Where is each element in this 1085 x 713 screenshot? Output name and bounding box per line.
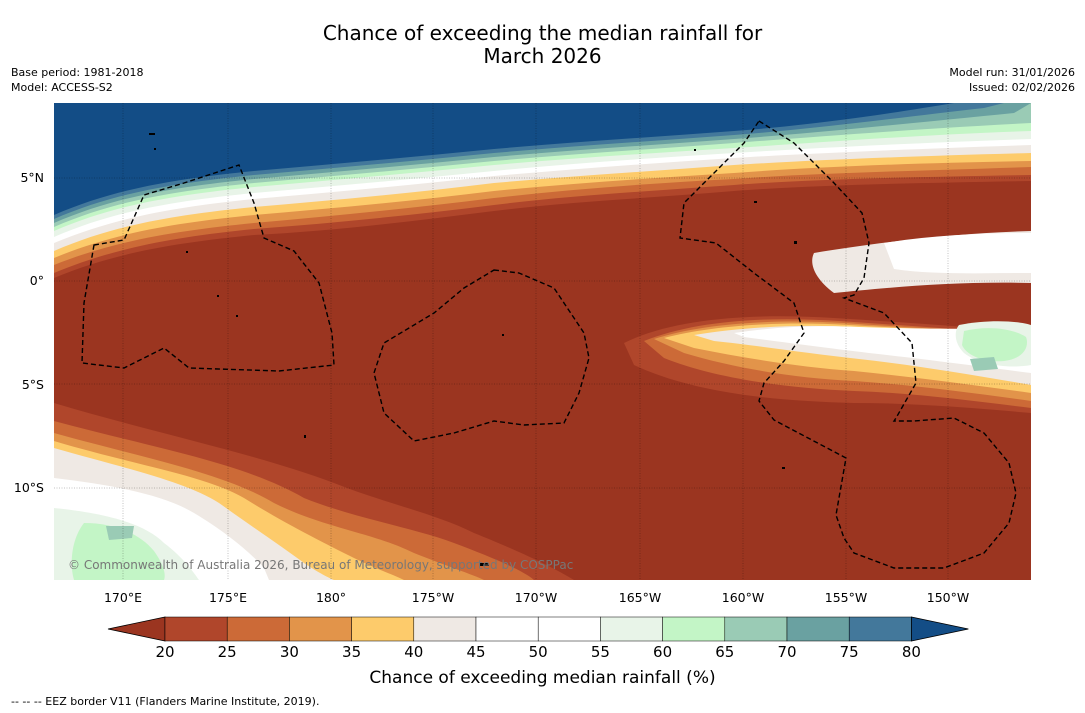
lon-label-165w: 165°W [618,590,662,605]
lon-label-180: 180° [315,590,347,605]
colorbar-arrow-low [107,616,166,642]
colorbar-tick-label: 80 [901,643,921,661]
colorbar-segment [475,616,539,642]
sw-teal-patch [106,526,134,540]
colorbar-segment [351,616,415,642]
colorbar-tick-label: 50 [528,643,548,661]
eez-kiribati-gilbert [81,164,335,372]
colorbar-segment [662,616,726,642]
lat-label-5s: 5°S [21,377,44,392]
meta-right: Model run: 31/01/2026 Issued: 02/02/2026 [949,65,1075,95]
copyright-notice: © Commonwealth of Australia 2026, Bureau… [68,558,574,572]
eez-footnote: -- -- -- EEZ border V11 (Flanders Marine… [11,695,320,708]
colorbar-tick-label: 60 [653,643,673,661]
colorbar-segment [289,616,352,642]
colorbar-segment [724,616,788,642]
sw-green2-patch [71,523,165,580]
model-name: Model: ACCESS-S2 [11,81,113,94]
colorbar-tick-label: 40 [404,643,424,661]
colorbar-tick-label: 30 [279,643,299,661]
east-green2-patch [962,328,1028,362]
colorbar-tick-label: 35 [342,643,362,661]
colorbar-segment [848,616,912,642]
issued-date: Issued: 02/02/2026 [968,81,1075,94]
colorbar-segments [107,616,969,642]
lon-label-160w: 160°W [721,590,765,605]
map-title-line-1: Chance of exceeding the median rainfall … [322,21,763,45]
colorbar-tick-label: 55 [590,643,610,661]
colorbar-tick-label: 20 [155,643,175,661]
colorbar-segment [226,616,290,642]
colorbar-tick-label: 75 [839,643,859,661]
colorbar-segment [786,616,850,642]
lat-label-10s: 10°S [13,480,44,495]
model-run: Model run: 31/01/2026 [949,66,1075,79]
north-dark-blue-band [54,103,954,215]
colorbar-tick-label: 45 [466,643,486,661]
lat-label-5n: 5°N [20,170,44,185]
eez-kiribati-phoenix [373,269,590,442]
ne-white-patch [884,233,1031,274]
colorbar-segment [600,616,663,642]
meta-left: Base period: 1981-2018 Model: ACCESS-S2 [11,65,143,95]
lon-label-170e: 170°E [103,590,142,605]
colorbar-arrow-high [911,616,969,642]
lon-label-175w: 175°W [411,590,455,605]
colorbar-segment [413,616,477,642]
east-teal-patch [970,357,998,371]
lon-label-175e: 175°E [208,590,247,605]
rainfall-map [54,103,1031,580]
colorbar-label: Chance of exceeding median rainfall (%) [369,668,716,688]
colorbar-segment [164,616,228,642]
eez-kiribati-line [679,120,1017,569]
island-marks [149,133,797,566]
eez-borders [81,120,1017,569]
base-period: Base period: 1981-2018 [11,66,144,79]
lat-label-0: 0° [29,273,44,288]
map-title-line-2: March 2026 [483,44,602,68]
colorbar-tick-label: 65 [715,643,735,661]
colorbar [107,616,969,642]
lon-label-155w: 155°W [824,590,868,605]
colorbar-segment [537,616,601,642]
colorbar-tick-label: 70 [777,643,797,661]
lon-label-150w: 150°W [926,590,970,605]
colorbar-tick-label: 25 [217,643,237,661]
lon-label-170w: 170°W [514,590,558,605]
map-gridlines [54,103,1031,580]
